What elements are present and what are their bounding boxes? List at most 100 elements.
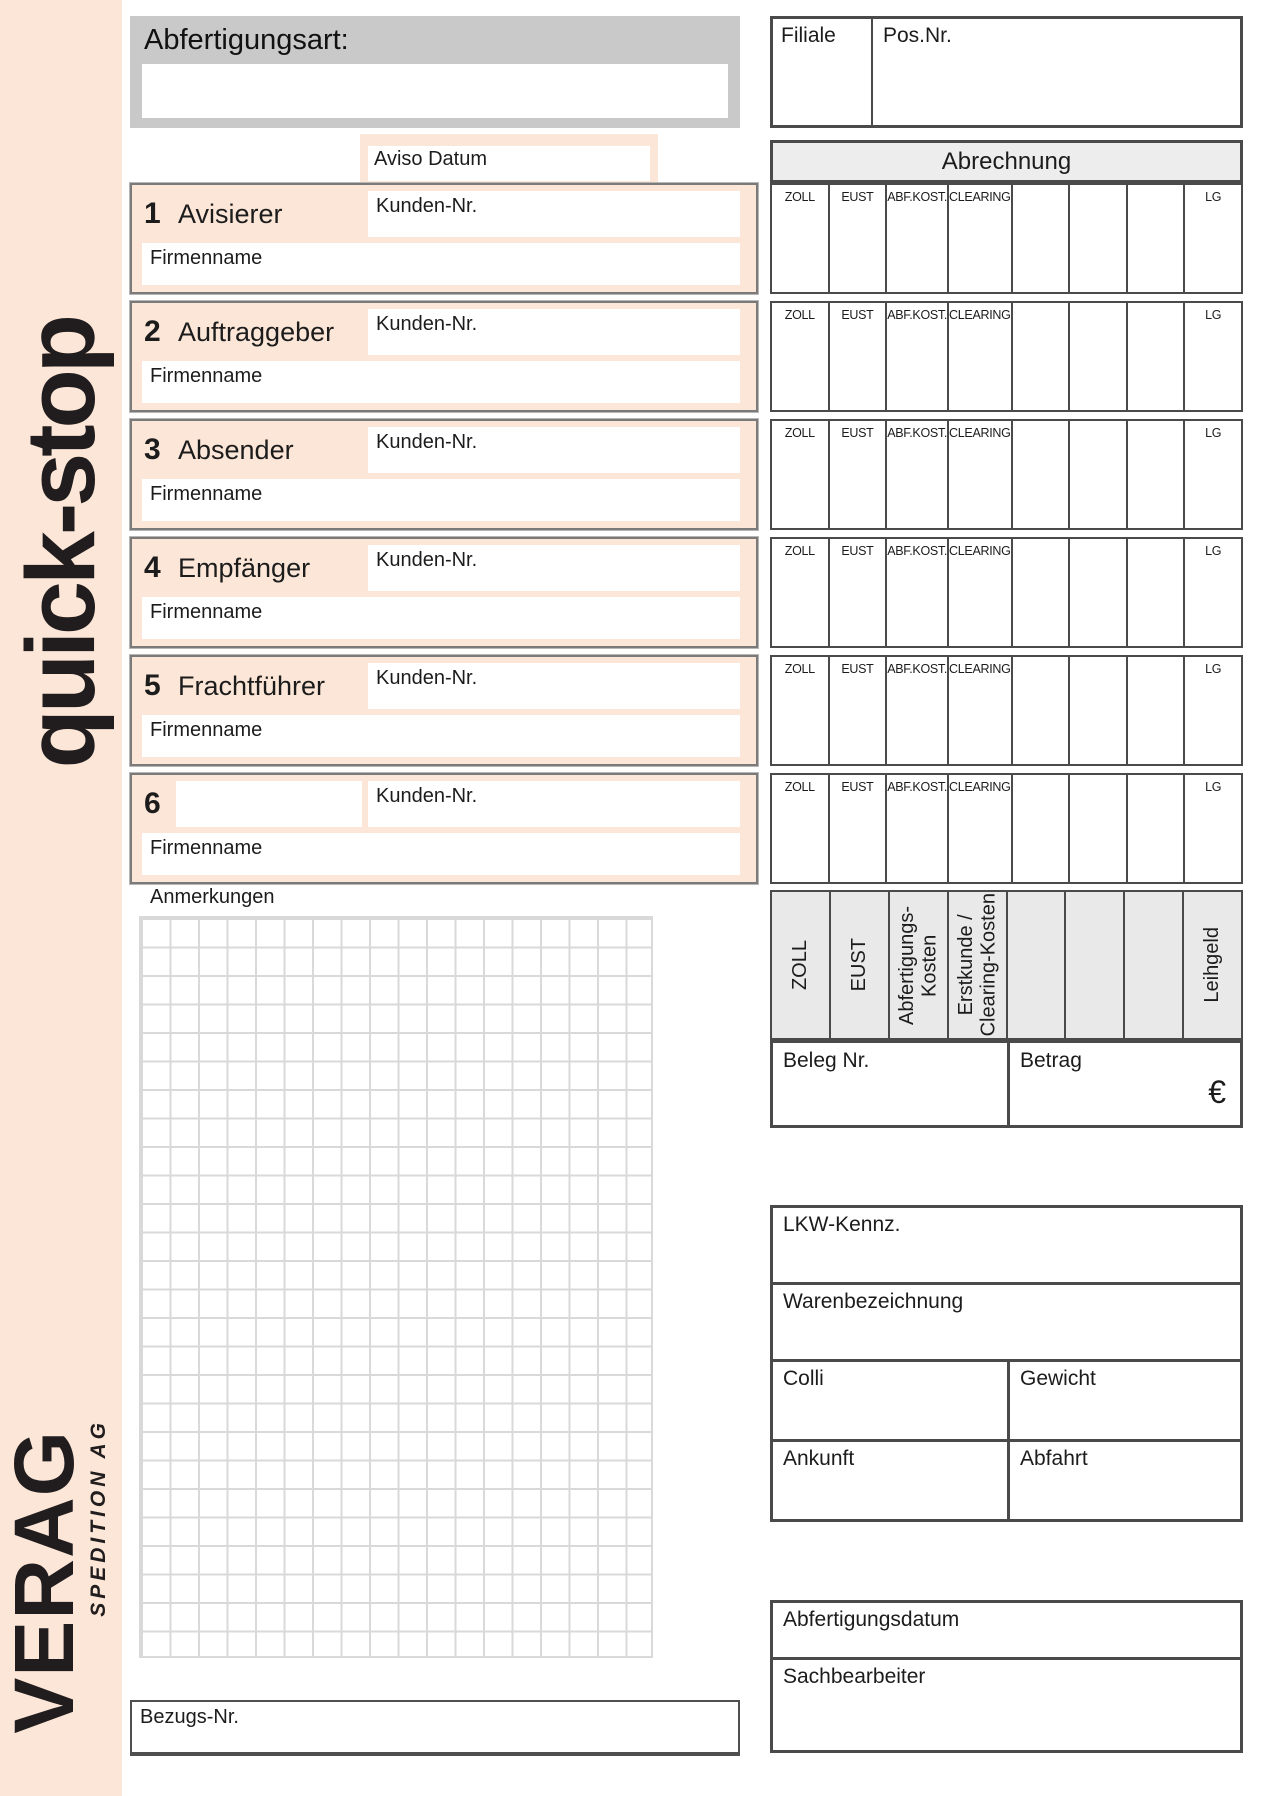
abrechnung-cell-lg[interactable]: LG bbox=[1185, 657, 1241, 764]
abrechnung-cell-eust[interactable]: EUST bbox=[830, 657, 888, 764]
col-header-lg: LG bbox=[1205, 544, 1222, 558]
abrechnung-row: ZOLL EUST ABF.KOST. CLEARING LG bbox=[770, 537, 1243, 648]
abrechnung-cell-empty[interactable] bbox=[1013, 185, 1071, 292]
abfahrt-field[interactable]: Abfahrt bbox=[1010, 1442, 1240, 1519]
kunden-nr-input[interactable]: Kunden-Nr. bbox=[368, 663, 740, 709]
aviso-datum-input[interactable]: Aviso Datum bbox=[368, 146, 650, 181]
abrechnung-cell-abfkost[interactable]: ABF.KOST. bbox=[887, 539, 950, 646]
sachbearbeiter-field[interactable]: Sachbearbeiter bbox=[770, 1657, 1243, 1753]
abrechnung-cell-empty[interactable] bbox=[1013, 775, 1071, 882]
firmenname-input[interactable]: Firmenname bbox=[142, 479, 740, 521]
lkw-kennz-field[interactable]: LKW-Kennz. bbox=[770, 1205, 1243, 1285]
abfertigungsart-input[interactable] bbox=[142, 64, 728, 118]
kunden-nr-input[interactable]: Kunden-Nr. bbox=[368, 191, 740, 237]
abrechnung-cell-abfkost[interactable]: ABF.KOST. bbox=[887, 657, 950, 764]
abrechnung-cell-empty[interactable] bbox=[1013, 539, 1071, 646]
party-name-input[interactable] bbox=[176, 781, 362, 827]
company-logo: VERAG bbox=[0, 1408, 91, 1756]
abrechnung-cell-clearing[interactable]: CLEARING bbox=[949, 775, 1013, 882]
firmenname-label: Firmenname bbox=[150, 719, 263, 741]
abrechnung-cell-eust[interactable]: EUST bbox=[830, 421, 888, 528]
abrechnung-cell-empty[interactable] bbox=[1128, 421, 1186, 528]
kunden-nr-input[interactable]: Kunden-Nr. bbox=[368, 427, 740, 473]
kunden-nr-input[interactable]: Kunden-Nr. bbox=[368, 781, 740, 827]
abrechnung-cell-lg[interactable]: LG bbox=[1185, 185, 1241, 292]
abrechnung-footer-labels: ZOLL EUST Abfertigungs- Kosten Erstkunde… bbox=[770, 890, 1243, 1040]
anmerkungen-grid[interactable] bbox=[139, 916, 653, 1658]
colli-field[interactable]: Colli bbox=[773, 1362, 1010, 1439]
abrechnung-cell-zoll[interactable]: ZOLL bbox=[772, 185, 830, 292]
abrechnung-cell-empty[interactable] bbox=[1128, 185, 1186, 292]
col-header-abfkost: ABF.KOST. bbox=[887, 308, 948, 322]
ankunft-field[interactable]: Ankunft bbox=[773, 1442, 1010, 1519]
abrechnung-cell-clearing[interactable]: CLEARING bbox=[949, 185, 1013, 292]
bezugs-nr-field[interactable]: Bezugs-Nr. bbox=[130, 1700, 740, 1756]
firmenname-input[interactable]: Firmenname bbox=[142, 715, 740, 757]
firmenname-input[interactable]: Firmenname bbox=[142, 243, 740, 285]
abrechnung-cell-lg[interactable]: LG bbox=[1185, 775, 1241, 882]
abrechnung-cell-empty[interactable] bbox=[1128, 775, 1186, 882]
abrechnung-cell-empty[interactable] bbox=[1128, 539, 1186, 646]
beleg-nr-field[interactable]: Beleg Nr. bbox=[773, 1043, 1010, 1125]
abrechnung-cell-eust[interactable]: EUST bbox=[830, 775, 888, 882]
abrechnung-cell-empty[interactable] bbox=[1070, 421, 1128, 528]
abrechnung-cell-empty[interactable] bbox=[1070, 539, 1128, 646]
bezugs-nr-label: Bezugs-Nr. bbox=[140, 1706, 239, 1728]
abrechnung-cell-zoll[interactable]: ZOLL bbox=[772, 775, 830, 882]
abrechnung-cell-abfkost[interactable]: ABF.KOST. bbox=[887, 303, 950, 410]
firmenname-input[interactable]: Firmenname bbox=[142, 361, 740, 403]
party-row-empfaenger: 4 Empfänger Kunden-Nr. Firmenname bbox=[129, 536, 759, 649]
abrechnung-cell-eust[interactable]: EUST bbox=[830, 539, 888, 646]
abrechnung-cell-empty[interactable] bbox=[1070, 185, 1128, 292]
gewicht-field[interactable]: Gewicht bbox=[1010, 1362, 1240, 1439]
abrechnung-cell-zoll[interactable]: ZOLL bbox=[772, 657, 830, 764]
abrechnung-cell-abfkost[interactable]: ABF.KOST. bbox=[887, 775, 950, 882]
abrechnung-cell-clearing[interactable]: CLEARING bbox=[949, 657, 1013, 764]
abrechnung-cell-zoll[interactable]: ZOLL bbox=[772, 303, 830, 410]
col-header-zoll: ZOLL bbox=[784, 544, 815, 558]
colli-label: Colli bbox=[783, 1367, 824, 1390]
ankunft-label: Ankunft bbox=[783, 1447, 855, 1470]
beleg-betrag-row: Beleg Nr. Betrag € bbox=[770, 1040, 1243, 1128]
kunden-nr-input[interactable]: Kunden-Nr. bbox=[368, 545, 740, 591]
abrechnung-cell-empty[interactable] bbox=[1013, 303, 1071, 410]
col-header-eust: EUST bbox=[841, 544, 874, 558]
abfertigungsart-block: Abfertigungsart: bbox=[130, 16, 740, 128]
filiale-field[interactable]: Filiale bbox=[773, 19, 873, 125]
abrechnung-cell-empty[interactable] bbox=[1128, 303, 1186, 410]
warenbezeichnung-field[interactable]: Warenbezeichnung bbox=[770, 1282, 1243, 1362]
firmenname-input[interactable]: Firmenname bbox=[142, 833, 740, 875]
abrechnung-cell-clearing[interactable]: CLEARING bbox=[949, 303, 1013, 410]
col-header-abfkost: ABF.KOST. bbox=[887, 190, 948, 204]
abrechnung-header: Abrechnung bbox=[770, 140, 1243, 183]
vlabel-zoll-text: ZOLL bbox=[789, 939, 812, 991]
anmerkungen-label: Anmerkungen bbox=[150, 886, 275, 908]
abrechnung-cell-empty[interactable] bbox=[1013, 657, 1071, 764]
abrechnung-cell-zoll[interactable]: ZOLL bbox=[772, 421, 830, 528]
abrechnung-cell-abfkost[interactable]: ABF.KOST. bbox=[887, 185, 950, 292]
abrechnung-cell-abfkost[interactable]: ABF.KOST. bbox=[887, 421, 950, 528]
abrechnung-cell-empty[interactable] bbox=[1128, 657, 1186, 764]
abrechnung-cell-empty[interactable] bbox=[1070, 657, 1128, 764]
abrechnung-cell-empty[interactable] bbox=[1013, 421, 1071, 528]
vlabel-eust: EUST bbox=[831, 892, 890, 1038]
betrag-field[interactable]: Betrag € bbox=[1010, 1043, 1240, 1125]
abrechnung-cell-lg[interactable]: LG bbox=[1185, 539, 1241, 646]
posnr-field[interactable]: Pos.Nr. bbox=[873, 19, 1240, 125]
firmenname-input[interactable]: Firmenname bbox=[142, 597, 740, 639]
abrechnung-cell-lg[interactable]: LG bbox=[1185, 303, 1241, 410]
col-header-abfkost: ABF.KOST. bbox=[887, 426, 948, 440]
firmenname-label: Firmenname bbox=[150, 837, 263, 859]
abrechnung-cell-clearing[interactable]: CLEARING bbox=[949, 539, 1013, 646]
abrechnung-cell-empty[interactable] bbox=[1070, 775, 1128, 882]
abrechnung-cell-zoll[interactable]: ZOLL bbox=[772, 539, 830, 646]
abfertigungsdatum-field[interactable]: Abfertigungsdatum bbox=[770, 1600, 1243, 1660]
abrechnung-cell-eust[interactable]: EUST bbox=[830, 185, 888, 292]
kunden-nr-label: Kunden-Nr. bbox=[376, 667, 478, 689]
abrechnung-cell-clearing[interactable]: CLEARING bbox=[949, 421, 1013, 528]
kunden-nr-input[interactable]: Kunden-Nr. bbox=[368, 309, 740, 355]
abrechnung-cell-eust[interactable]: EUST bbox=[830, 303, 888, 410]
abrechnung-cell-lg[interactable]: LG bbox=[1185, 421, 1241, 528]
abrechnung-cell-empty[interactable] bbox=[1070, 303, 1128, 410]
company-name: VERAG bbox=[0, 1430, 91, 1734]
